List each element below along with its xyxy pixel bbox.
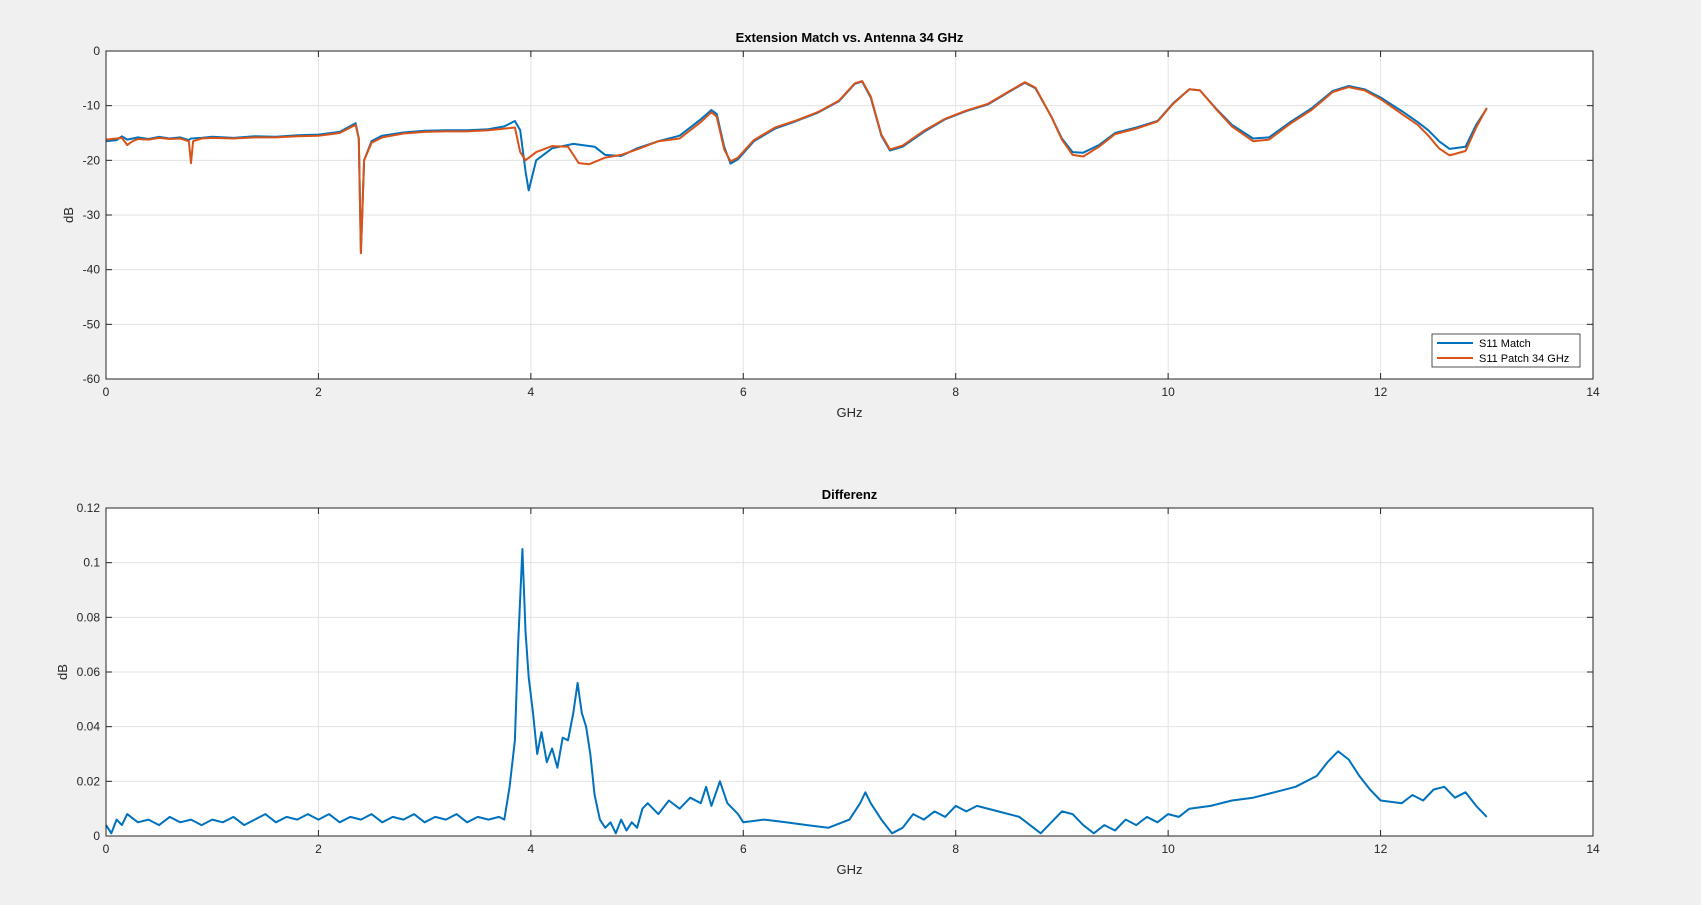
top-y-tick-label: -20 xyxy=(83,153,101,167)
top-x-tick-label: 12 xyxy=(1374,385,1388,399)
bottom-y-tick-label: 0 xyxy=(93,829,100,843)
bottom-y-axis-label: dB xyxy=(55,664,70,680)
bottom-y-tick-label: 0.08 xyxy=(77,610,101,624)
top-x-tick-label: 14 xyxy=(1586,385,1600,399)
top-axes-series xyxy=(105,80,1488,255)
bottom-y-tick-label: 0.04 xyxy=(77,720,101,734)
top-axes-ticks: 0 2 4 6 8 10 12 14 0 -10 -20 -30 -40 -50 -60 xyxy=(83,44,1600,399)
top-y-tick-label: -50 xyxy=(83,317,101,331)
bottom-x-axis-label: GHz xyxy=(837,862,863,877)
top-x-axis-label: GHz xyxy=(837,405,863,420)
bottom-x-tick-label: 0 xyxy=(103,842,110,856)
top-x-tick-label: 4 xyxy=(528,385,535,399)
legend-box xyxy=(1431,333,1581,368)
legend[interactable]: S11 Match S11 Patch 34 GHz xyxy=(1431,333,1581,368)
bottom-x-tick-label: 10 xyxy=(1161,842,1175,856)
bottom-x-tick-label: 8 xyxy=(952,842,959,856)
bottom-y-tick-label: 0.1 xyxy=(83,556,100,570)
top-x-tick-label: 2 xyxy=(315,385,322,399)
top-x-tick-label: 8 xyxy=(952,385,959,399)
bottom-y-tick-label: 0.12 xyxy=(77,501,101,515)
bottom-series-line-1 xyxy=(105,548,1488,835)
bottom-axes-ticks: 0 2 4 6 8 10 12 14 0 0.02 0.04 0.06 0.08 0.1 0.12 xyxy=(77,501,1600,856)
legend-label-s11-patch: S11 Patch 34 GHz xyxy=(1479,353,1569,365)
bottom-axes: 0 2 4 6 8 10 12 14 0 0.02 0.04 0.06 0.08 0.1 0.12 Diff… xyxy=(55,487,1600,877)
bottom-y-tick-label: 0.06 xyxy=(77,665,101,679)
top-y-axis-label: dB xyxy=(61,207,76,223)
bottom-axes-series xyxy=(105,548,1488,835)
top-x-tick-label: 6 xyxy=(740,385,747,399)
bottom-x-tick-label: 2 xyxy=(315,842,322,856)
top-x-tick-label: 10 xyxy=(1161,385,1175,399)
legend-label-s11-match: S11 Match xyxy=(1479,338,1531,350)
top-x-tick-label: 0 xyxy=(103,385,110,399)
bottom-x-tick-label: 12 xyxy=(1374,842,1388,856)
top-y-tick-label: -40 xyxy=(83,263,101,277)
bottom-chart-title: Differenz xyxy=(822,487,878,502)
top-y-tick-label: 0 xyxy=(93,44,100,58)
bottom-x-tick-label: 6 xyxy=(740,842,747,856)
bottom-y-tick-label: 0.02 xyxy=(77,774,101,788)
top-y-tick-label: -30 xyxy=(83,208,101,222)
bottom-x-tick-label: 14 xyxy=(1586,842,1600,856)
bottom-x-tick-label: 4 xyxy=(528,842,535,856)
top-y-tick-label: -10 xyxy=(83,99,101,113)
top-series-line-2 xyxy=(105,80,1488,255)
top-y-tick-label: -60 xyxy=(83,372,101,386)
top-chart-title: Extension Match vs. Antenna 34 GHz xyxy=(736,30,964,45)
top-axes: 0 2 4 6 8 10 12 14 0 -10 -20 -30 -40 -50 -60 Extension… xyxy=(61,30,1600,420)
